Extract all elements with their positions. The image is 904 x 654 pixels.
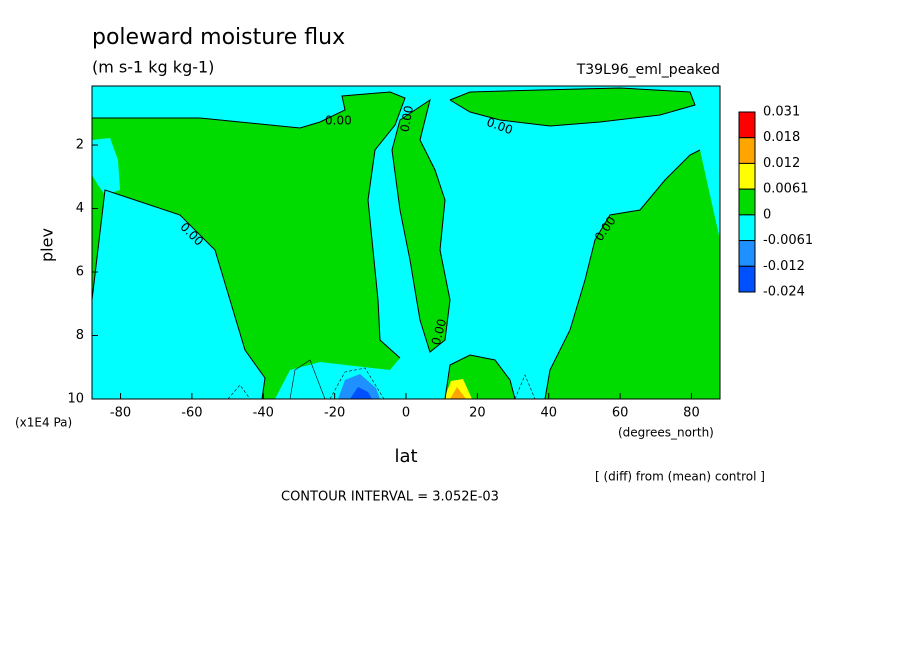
chart-subtitle: (m s-1 kg kg-1) xyxy=(92,58,214,77)
contour-region xyxy=(545,150,720,399)
y-tick-label: 6 xyxy=(76,265,84,280)
colorbar-box xyxy=(738,188,756,216)
x-units: (degrees_north) xyxy=(618,426,714,440)
x-tick-label: -80 xyxy=(110,406,131,421)
x-tick-label: 80 xyxy=(683,406,700,421)
contour-region xyxy=(450,387,466,399)
y-units: (x1E4 Pa) xyxy=(15,416,72,430)
y-tick-label: 10 xyxy=(67,392,84,407)
colorbar-box xyxy=(738,162,756,190)
colorbar-label: 0 xyxy=(763,207,771,222)
contour-region xyxy=(350,387,372,399)
x-tick-label: 60 xyxy=(612,406,629,421)
chart-title: poleward moisture flux xyxy=(92,25,345,50)
contour-field xyxy=(92,86,720,399)
note: [ (diff) from (mean) control ] xyxy=(595,470,765,484)
y-tick-label: 4 xyxy=(76,201,84,216)
x-tick-label: 20 xyxy=(469,406,486,421)
contour-region xyxy=(92,138,120,195)
x-tick-label: 40 xyxy=(540,406,557,421)
colorbar-box xyxy=(738,265,756,293)
x-axis-label: lat xyxy=(394,446,417,467)
colorbar-box xyxy=(738,214,756,242)
colorbar-box xyxy=(738,111,756,139)
y-axis-label: plev xyxy=(38,228,57,262)
colorbar-label: -0.012 xyxy=(763,259,805,274)
y-tick-label: 8 xyxy=(76,328,84,343)
colorbar-label: 0.012 xyxy=(763,156,800,171)
colorbar-label: -0.024 xyxy=(763,285,805,300)
colorbar-box xyxy=(738,240,756,267)
x-tick-label: -40 xyxy=(253,406,274,421)
colorbar-box xyxy=(738,137,756,164)
contour-interval: CONTOUR INTERVAL = 3.052E-03 xyxy=(281,490,499,505)
contour-region xyxy=(392,100,450,352)
contour-label: 0.00 xyxy=(398,104,416,133)
x-tick-label: 0 xyxy=(402,406,410,421)
run-label: T39L96_eml_peaked xyxy=(576,62,720,78)
contour-region xyxy=(450,88,695,126)
colorbar-label: 0.0061 xyxy=(763,182,809,197)
x-tick-label: -20 xyxy=(324,406,345,421)
contour-label: 0.00 xyxy=(429,317,449,346)
contour-region xyxy=(92,92,405,399)
colorbar-label: 0.018 xyxy=(763,130,800,145)
contour-lines xyxy=(92,87,701,399)
x-tick-label: -60 xyxy=(181,406,202,421)
colorbar-label: -0.0061 xyxy=(763,233,813,248)
contour-region xyxy=(338,374,380,399)
contour-label: 0.00 xyxy=(325,114,352,128)
y-tick-label: 2 xyxy=(76,138,84,153)
colorbar-label: 0.031 xyxy=(763,105,800,120)
